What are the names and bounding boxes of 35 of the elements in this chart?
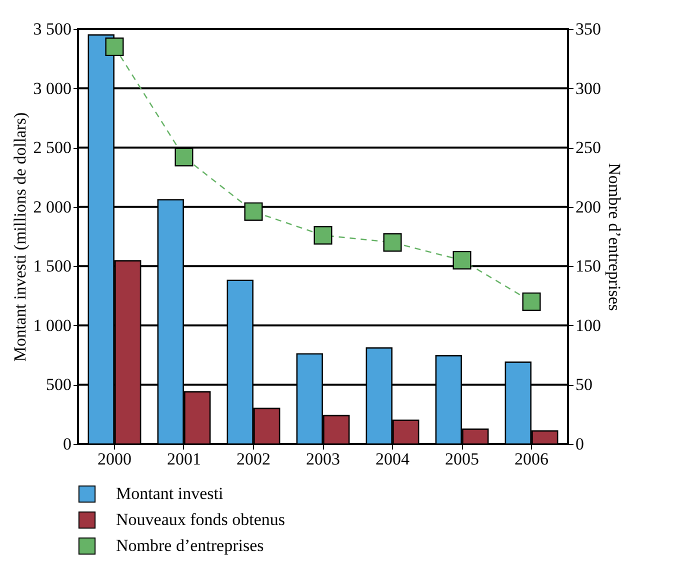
y2-tick-label: 150: [576, 256, 601, 276]
y-tick-label: 1 500: [33, 256, 72, 276]
legend-label: Montant investi: [116, 484, 224, 503]
x-tick-label: 2000: [97, 450, 132, 468]
x-tick-label: 2006: [514, 450, 549, 468]
y-tick-label: 2 500: [33, 138, 72, 158]
y2-tick-label: 200: [576, 197, 601, 216]
x-tick-label: 2001: [166, 450, 201, 468]
y2-tick-label: 350: [576, 20, 601, 38]
y-tick-label: 3 500: [33, 20, 72, 38]
point: [383, 233, 402, 252]
y-tick-label: 500: [46, 375, 72, 394]
point: [452, 250, 472, 270]
y2-tick-label: 50: [576, 375, 592, 394]
x-tick-label: 2003: [306, 450, 340, 468]
point: [314, 226, 332, 245]
point: [522, 292, 541, 311]
legend-label: Nombre d’entreprises: [116, 536, 264, 555]
point: [105, 38, 124, 56]
legend-label: Nouveaux fonds obtenus: [116, 510, 286, 529]
x-tick-label: 2004: [376, 450, 410, 468]
y2-axis-title: Nombre d’entreprises: [605, 163, 624, 311]
y-tick-label: 2 000: [33, 197, 72, 216]
y2-tick-label: 0: [576, 434, 584, 454]
x-tick-label: 2002: [236, 450, 270, 468]
y-axis-title: Montant investi (millions de dollars): [10, 112, 30, 362]
y-tick-label: 0: [63, 434, 72, 454]
y-tick-label: 3 000: [33, 78, 72, 98]
point: [174, 148, 194, 166]
y-tick-label: 1 000: [33, 316, 72, 335]
y2-tick-label: 250: [576, 138, 601, 158]
y2-tick-label: 300: [576, 78, 601, 98]
point: [244, 202, 263, 221]
y2-tick-label: 100: [576, 316, 601, 335]
x-tick-label: 2005: [445, 450, 480, 468]
